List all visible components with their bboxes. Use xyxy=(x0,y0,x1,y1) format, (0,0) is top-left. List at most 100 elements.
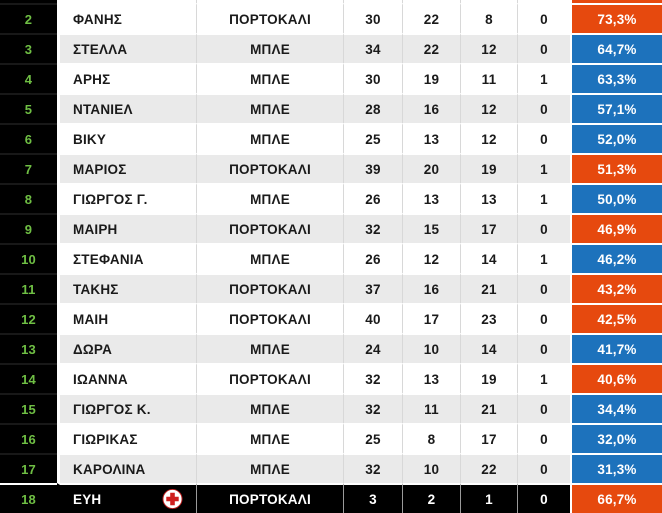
draws-cell: 0 xyxy=(517,483,570,513)
losses-value: 17 xyxy=(481,431,497,447)
losses-cell: 13 xyxy=(460,183,517,213)
wins-value: 8 xyxy=(427,431,436,447)
losses-value: 21 xyxy=(481,401,497,417)
percentage-value: 40,6% xyxy=(597,371,637,387)
team-label: ΠΟΡΤΟΚΑΛΙ xyxy=(229,311,311,327)
team-label: ΜΠΛΕ xyxy=(250,401,290,417)
games-value: 34 xyxy=(365,41,381,57)
draws-cell: 0 xyxy=(517,123,570,153)
percentage-cell: 64,7% xyxy=(570,33,662,63)
team-label: ΠΟΡΤΟΚΑΛΙ xyxy=(229,161,311,177)
rank-cell: 13 xyxy=(0,333,57,363)
draws-value: 1 xyxy=(540,191,548,207)
rank-cell: 16 xyxy=(0,423,57,453)
rank-cell: 6 xyxy=(0,123,57,153)
percentage-cell: 66,7% xyxy=(570,483,662,513)
games-value: 24 xyxy=(365,341,381,357)
rank-cell: 10 xyxy=(0,243,57,273)
games-value: 25 xyxy=(365,131,381,147)
wins-value: 16 xyxy=(423,281,440,297)
wins-value: 20 xyxy=(423,161,440,177)
losses-value: 22 xyxy=(481,461,497,477)
wins-value: 10 xyxy=(423,461,440,477)
draws-value: 1 xyxy=(540,161,548,177)
player-name-label: ΣΤΕΛΛΑ xyxy=(73,41,128,57)
percentage-value: 63,3% xyxy=(597,71,637,87)
percentage-cell: 52,0% xyxy=(570,123,662,153)
games-cell: 32 xyxy=(343,393,402,423)
team-label: ΜΠΛΕ xyxy=(250,191,290,207)
games-value: 32 xyxy=(365,461,381,477)
draws-value: 0 xyxy=(540,41,548,57)
wins-cell: 2 xyxy=(402,483,460,513)
games-value: 30 xyxy=(365,71,381,87)
wins-cell: 16 xyxy=(402,273,460,303)
team-cell: ΠΟΡΤΟΚΑΛΙ xyxy=(196,303,343,333)
rank-cell: 7 xyxy=(0,153,57,183)
losses-value: 12 xyxy=(481,101,497,117)
player-name-label: ΜΑΡΙΟΣ xyxy=(73,161,127,177)
games-cell: 40 xyxy=(343,303,402,333)
games-value: 37 xyxy=(365,281,381,297)
draws-value: 0 xyxy=(540,221,548,237)
draws-cell: 1 xyxy=(517,183,570,213)
wins-value: 22 xyxy=(423,11,440,27)
losses-value: 17 xyxy=(481,221,497,237)
table-row: 10 ΣΤΕΦΑΝΙΑ ΜΠΛΕ 26 12 14 1 46,2% xyxy=(0,243,662,273)
losses-value: 12 xyxy=(481,131,497,147)
player-name-label: ΜΑΙΗ xyxy=(73,311,109,327)
percentage-value: 66,7% xyxy=(597,491,637,507)
team-cell: ΠΟΡΤΟΚΑΛΙ xyxy=(196,273,343,303)
team-cell: ΜΠΛΕ xyxy=(196,63,343,93)
games-cell: 28 xyxy=(343,93,402,123)
player-name-label: ΣΤΕΦΑΝΙΑ xyxy=(73,251,144,267)
rank-label: 7 xyxy=(24,161,33,177)
draws-value: 0 xyxy=(540,491,548,507)
games-value: 3 xyxy=(369,491,377,507)
percentage-cell: 51,3% xyxy=(570,153,662,183)
percentage-value: 50,0% xyxy=(597,191,637,207)
wins-value: 10 xyxy=(423,341,440,357)
games-value: 32 xyxy=(365,371,381,387)
games-cell: 32 xyxy=(343,453,402,483)
team-cell: ΠΟΡΤΟΚΑΛΙ xyxy=(196,213,343,243)
wins-cell: 11 xyxy=(402,393,460,423)
rank-cell: 5 xyxy=(0,93,57,123)
player-name-cell: ΜΑΙΡΗ xyxy=(57,213,196,243)
wins-value: 13 xyxy=(423,371,440,387)
games-value: 32 xyxy=(365,401,381,417)
player-name-cell: ΦΑΝΗΣ xyxy=(57,3,196,33)
team-label: ΜΠΛΕ xyxy=(250,431,290,447)
partial-losses-cell xyxy=(460,0,517,3)
losses-cell: 14 xyxy=(460,333,517,363)
draws-cell: 1 xyxy=(517,153,570,183)
rank-label: 13 xyxy=(21,341,36,357)
player-name-cell: ΝΤΑΝΙΕΛ xyxy=(57,93,196,123)
partial-name-cell xyxy=(57,0,196,3)
team-label: ΜΠΛΕ xyxy=(250,341,290,357)
percentage-cell: 42,5% xyxy=(570,303,662,333)
table-row: 5 ΝΤΑΝΙΕΛ ΜΠΛΕ 28 16 12 0 57,1% xyxy=(0,93,662,123)
losses-cell: 17 xyxy=(460,213,517,243)
table-row: 3 ΣΤΕΛΛΑ ΜΠΛΕ 34 22 12 0 64,7% xyxy=(0,33,662,63)
draws-value: 1 xyxy=(540,371,548,387)
table-rows: 2 ΦΑΝΗΣ ΠΟΡΤΟΚΑΛΙ 30 22 8 0 73,3% 3 ΣΤΕΛ… xyxy=(0,3,662,513)
draws-cell: 1 xyxy=(517,63,570,93)
percentage-cell: 31,3% xyxy=(570,453,662,483)
rank-label: 10 xyxy=(21,251,36,267)
games-cell: 26 xyxy=(343,183,402,213)
draws-cell: 0 xyxy=(517,453,570,483)
wins-value: 13 xyxy=(423,131,440,147)
draws-value: 0 xyxy=(540,101,548,117)
wins-cell: 12 xyxy=(402,243,460,273)
team-label: ΜΠΛΕ xyxy=(250,131,290,147)
percentage-value: 52,0% xyxy=(597,131,637,147)
wins-cell: 10 xyxy=(402,333,460,363)
games-value: 30 xyxy=(365,11,381,27)
percentage-value: 46,2% xyxy=(597,251,637,267)
losses-cell: 12 xyxy=(460,33,517,63)
wins-cell: 13 xyxy=(402,183,460,213)
rank-cell: 8 xyxy=(0,183,57,213)
partial-row-previous xyxy=(0,0,662,3)
